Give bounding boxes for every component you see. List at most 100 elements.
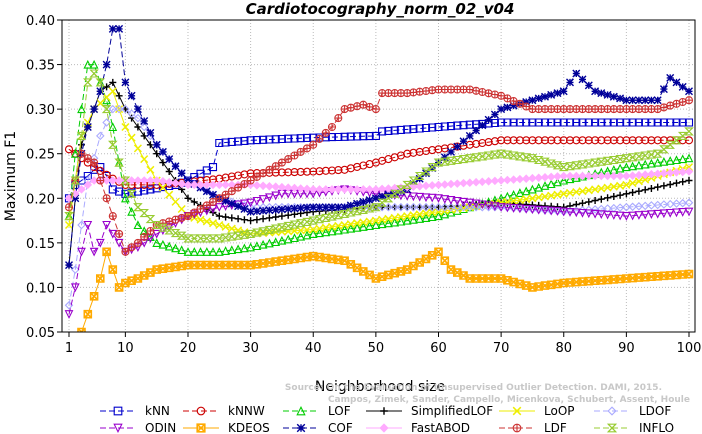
data-point <box>346 220 355 229</box>
data-point <box>684 136 694 145</box>
data-point <box>89 59 99 69</box>
data-point <box>384 184 393 193</box>
data-point <box>95 238 105 248</box>
y-tick-label: 0.30 <box>26 103 55 118</box>
series-fastabod <box>64 167 694 203</box>
x-tick-label: 10 <box>117 341 134 356</box>
data-point <box>628 179 637 188</box>
data-point <box>277 158 286 167</box>
data-point <box>540 206 550 216</box>
data-point <box>252 207 261 216</box>
data-point <box>503 175 512 185</box>
data-point <box>484 201 493 211</box>
data-point <box>659 209 669 219</box>
data-point <box>77 220 86 230</box>
data-point <box>634 211 644 220</box>
data-point <box>609 182 618 191</box>
data-point <box>64 212 74 221</box>
series-layer <box>64 24 694 332</box>
data-point <box>578 136 587 145</box>
data-point <box>453 179 462 188</box>
data-point <box>622 162 631 172</box>
data-point <box>616 94 625 103</box>
data-point <box>277 168 286 177</box>
data-point <box>340 203 349 212</box>
data-point <box>628 96 637 105</box>
data-point <box>133 144 142 153</box>
x-tick-label: 60 <box>430 341 447 356</box>
data-point <box>522 195 531 204</box>
data-point <box>383 194 394 203</box>
data-point <box>659 169 669 178</box>
data-point <box>214 247 224 256</box>
data-point <box>177 179 186 189</box>
data-point <box>604 194 612 202</box>
data-point <box>634 170 644 180</box>
x-tick-label: 100 <box>677 341 702 356</box>
data-point <box>221 138 230 147</box>
data-point <box>271 182 280 191</box>
data-point <box>685 87 693 96</box>
data-point <box>152 229 162 239</box>
data-point <box>202 247 212 256</box>
data-point <box>114 158 124 167</box>
watermark-line-1: Source: On the Evaluation of Unsupervise… <box>285 383 662 393</box>
data-point <box>553 207 562 216</box>
data-point <box>641 136 650 145</box>
data-point <box>409 214 418 224</box>
data-point <box>603 204 612 213</box>
legend-marker <box>380 407 388 415</box>
data-point <box>546 179 556 189</box>
data-point <box>234 183 243 192</box>
data-point <box>565 171 575 181</box>
data-point <box>647 158 656 168</box>
data-point <box>133 176 143 185</box>
data-point <box>158 147 167 156</box>
data-point <box>446 196 456 205</box>
series-odin <box>64 185 694 319</box>
data-point <box>139 122 149 132</box>
data-point <box>195 234 206 243</box>
data-point <box>126 189 137 198</box>
legend-label: LDOF <box>639 404 671 418</box>
data-point <box>409 211 418 220</box>
data-point <box>578 187 587 196</box>
data-point <box>421 202 431 212</box>
data-point <box>302 230 312 240</box>
data-point <box>265 238 274 248</box>
data-point <box>584 171 594 181</box>
data-point <box>346 185 356 194</box>
data-point <box>647 169 656 179</box>
data-point <box>196 247 205 256</box>
data-point <box>597 89 606 98</box>
data-point <box>253 216 261 224</box>
data-point <box>358 222 368 231</box>
data-point <box>659 156 669 166</box>
data-point <box>515 196 524 205</box>
data-point <box>628 211 637 221</box>
data-point <box>309 167 318 176</box>
data-point <box>684 167 694 176</box>
legend-item-knnw: kNNW <box>183 404 265 418</box>
data-point <box>184 194 192 202</box>
legend-marker <box>606 423 618 433</box>
data-point <box>183 234 193 243</box>
data-point <box>252 241 262 251</box>
data-point <box>252 196 262 206</box>
data-point <box>265 206 274 215</box>
data-point <box>64 220 74 230</box>
data-point <box>647 185 655 192</box>
data-point <box>402 202 412 212</box>
data-point <box>672 168 681 177</box>
data-point <box>133 113 143 123</box>
data-point <box>427 163 438 172</box>
data-point <box>584 81 593 90</box>
data-point <box>140 117 149 125</box>
data-point <box>290 183 299 193</box>
data-point <box>622 202 631 212</box>
data-point <box>679 178 687 186</box>
data-point <box>234 215 242 223</box>
data-point <box>83 220 93 230</box>
legend-marker <box>113 406 123 416</box>
